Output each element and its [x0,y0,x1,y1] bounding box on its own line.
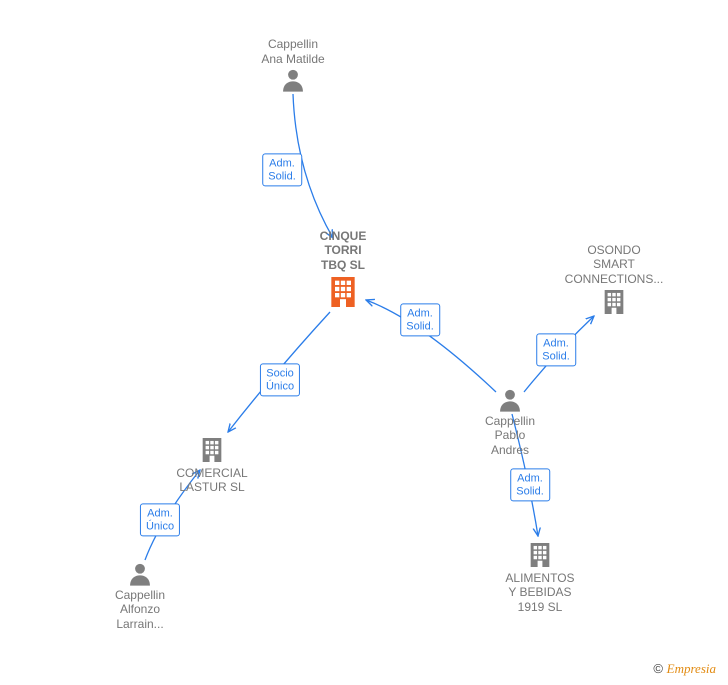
node-label: COMERCIAL LASTUR SL [142,466,282,495]
edge-label-text: Adm. Único [146,507,174,532]
edge-label-text: Adm. Solid. [406,307,434,332]
edge-label: Socio Único [260,363,300,396]
node-ana[interactable]: Cappellin Ana Matilde [223,37,363,94]
building-icon [196,434,228,466]
edge [228,312,330,432]
node-label: Cappellin Alfonzo Larrain... [70,588,210,631]
edge [293,94,333,238]
edge-label: Adm. Solid. [262,153,302,186]
person-icon [126,560,154,588]
edge-label: Adm. Solid. [400,303,440,336]
node-label: CINQUE TORRI TBQ SL [273,229,413,272]
edge-label-text: Adm. Solid. [516,472,544,497]
brand-name: Empresia [667,661,716,676]
footer: © Empresia [653,661,716,677]
building-icon [598,286,630,318]
edge-label-text: Adm. Solid. [542,337,570,362]
building-icon [524,539,556,571]
node-alfonzo[interactable]: Cappellin Alfonzo Larrain... [70,560,210,631]
edge-label: Adm. Solid. [510,468,550,501]
edge [524,316,594,392]
node-pablo[interactable]: Cappellin Pablo Andres [440,386,580,457]
edges-layer [0,0,728,685]
edge-label: Adm. Único [140,503,180,536]
person-icon [279,66,307,94]
node-cinque[interactable]: CINQUE TORRI TBQ SL [273,229,413,312]
person-icon [496,386,524,414]
edge-label-text: Adm. Solid. [268,157,296,182]
node-alimentos[interactable]: ALIMENTOS Y BEBIDAS 1919 SL [470,539,610,614]
edge [512,414,538,536]
node-label: Cappellin Ana Matilde [223,37,363,66]
node-label: Cappellin Pablo Andres [440,414,580,457]
diagram-canvas: Cappellin Ana Matilde CINQUE TORRI TBQ S… [0,0,728,685]
edge-label: Adm. Solid. [536,333,576,366]
node-osondo[interactable]: OSONDO SMART CONNECTIONS... [544,243,684,318]
edge-label-text: Socio Único [266,367,294,392]
node-label: OSONDO SMART CONNECTIONS... [544,243,684,286]
building-icon [323,272,363,312]
copyright-symbol: © [653,661,663,676]
node-label: ALIMENTOS Y BEBIDAS 1919 SL [470,571,610,614]
edge [145,470,200,560]
node-comercial[interactable]: COMERCIAL LASTUR SL [142,434,282,495]
edge [366,300,496,392]
